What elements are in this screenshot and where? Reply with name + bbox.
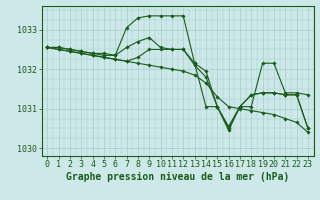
X-axis label: Graphe pression niveau de la mer (hPa): Graphe pression niveau de la mer (hPa) [66,172,289,182]
